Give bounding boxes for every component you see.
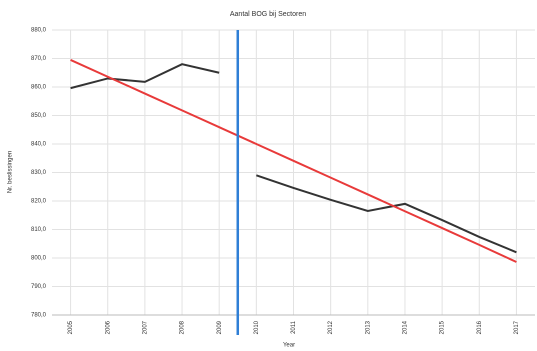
y-tick-label: 810,0 <box>31 227 47 233</box>
y-tick-label: 880,0 <box>31 28 47 34</box>
x-tick-label: 2010 <box>254 320 260 334</box>
y-tick-label: 860,0 <box>31 85 47 91</box>
y-tick-label: 850,0 <box>31 113 47 119</box>
y-tick-label: 840,0 <box>31 142 47 148</box>
x-tick-label: 2005 <box>68 320 74 334</box>
y-tick-label: 790,0 <box>31 284 47 290</box>
series-line <box>256 174 517 254</box>
series-line <box>70 63 220 90</box>
x-tick-label: 2013 <box>365 320 371 334</box>
x-tick-label: 2008 <box>180 320 186 334</box>
y-tick-label: 800,0 <box>31 256 47 262</box>
series-line <box>70 59 517 263</box>
y-tick-label: 830,0 <box>31 170 47 176</box>
x-tick-label: 2014 <box>403 320 409 334</box>
y-tick-label: 780,0 <box>31 313 47 319</box>
y-tick-label: 820,0 <box>31 199 47 205</box>
x-tick-label: 2009 <box>217 320 223 334</box>
y-axis-label: Nr. beslissingen <box>8 151 14 193</box>
x-axis-label: Year <box>283 343 295 349</box>
x-tick-label: 2016 <box>477 320 483 334</box>
chart-title: Aantal BOG bij Sectoren <box>230 11 306 18</box>
x-tick-label: 2007 <box>142 320 148 334</box>
x-tick-label: 2006 <box>105 320 111 334</box>
y-tick-label: 870,0 <box>31 56 47 62</box>
x-tick-label: 2012 <box>328 320 334 334</box>
x-tick-label: 2017 <box>514 320 520 334</box>
x-tick-label: 2015 <box>440 320 446 334</box>
x-tick-label: 2011 <box>291 320 297 334</box>
